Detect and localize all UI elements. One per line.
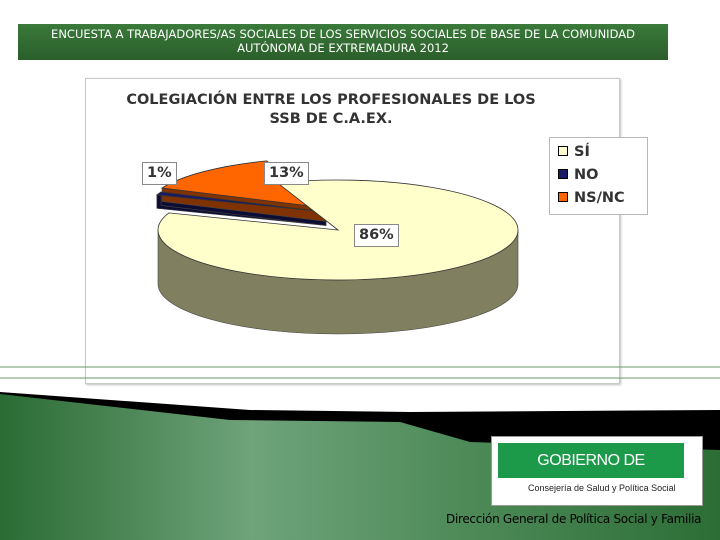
government-logo: GOBIERNO DE EXTREMADURA <box>498 443 684 504</box>
legend-swatch-si <box>558 146 568 156</box>
legend-swatch-no <box>558 169 568 179</box>
logo-subtitle: Consejería de Salud y Política Social <box>528 483 676 493</box>
slice-si <box>157 179 519 281</box>
legend-item-si: SÍ <box>558 142 590 162</box>
header-line-1: ENCUESTA A TRABAJADORES/AS SOCIALES DE L… <box>51 27 635 41</box>
logo-box: GOBIERNO DE EXTREMADURA Consejería de Sa… <box>491 436 703 506</box>
slide-header: ENCUESTA A TRABAJADORES/AS SOCIALES DE L… <box>18 24 668 60</box>
data-label-no: 1% <box>142 162 177 185</box>
chart-title: COLEGIACIÓN ENTRE LOS PROFESIONALES DE L… <box>86 91 576 129</box>
slice-nsnc <box>160 160 329 209</box>
footer-text: Dirección General de Política Social y F… <box>446 512 702 526</box>
data-label-nsnc: 13% <box>264 162 309 185</box>
legend-swatch-nsnc <box>558 192 568 202</box>
slice-no <box>155 191 327 213</box>
legend-item-nsnc: NS/NC <box>558 188 625 208</box>
legend-item-no: NO <box>558 165 598 185</box>
chart-legend: SÍ NO NS/NC <box>549 137 648 215</box>
chart-title-line-2: SSB DE C.A.EX. <box>269 111 393 127</box>
data-label-si: 86% <box>354 224 399 247</box>
header-line-2: AUTÓNOMA DE EXTREMADURA 2012 <box>237 41 449 55</box>
chart-title-line-1: COLEGIACIÓN ENTRE LOS PROFESIONALES DE L… <box>126 92 536 108</box>
